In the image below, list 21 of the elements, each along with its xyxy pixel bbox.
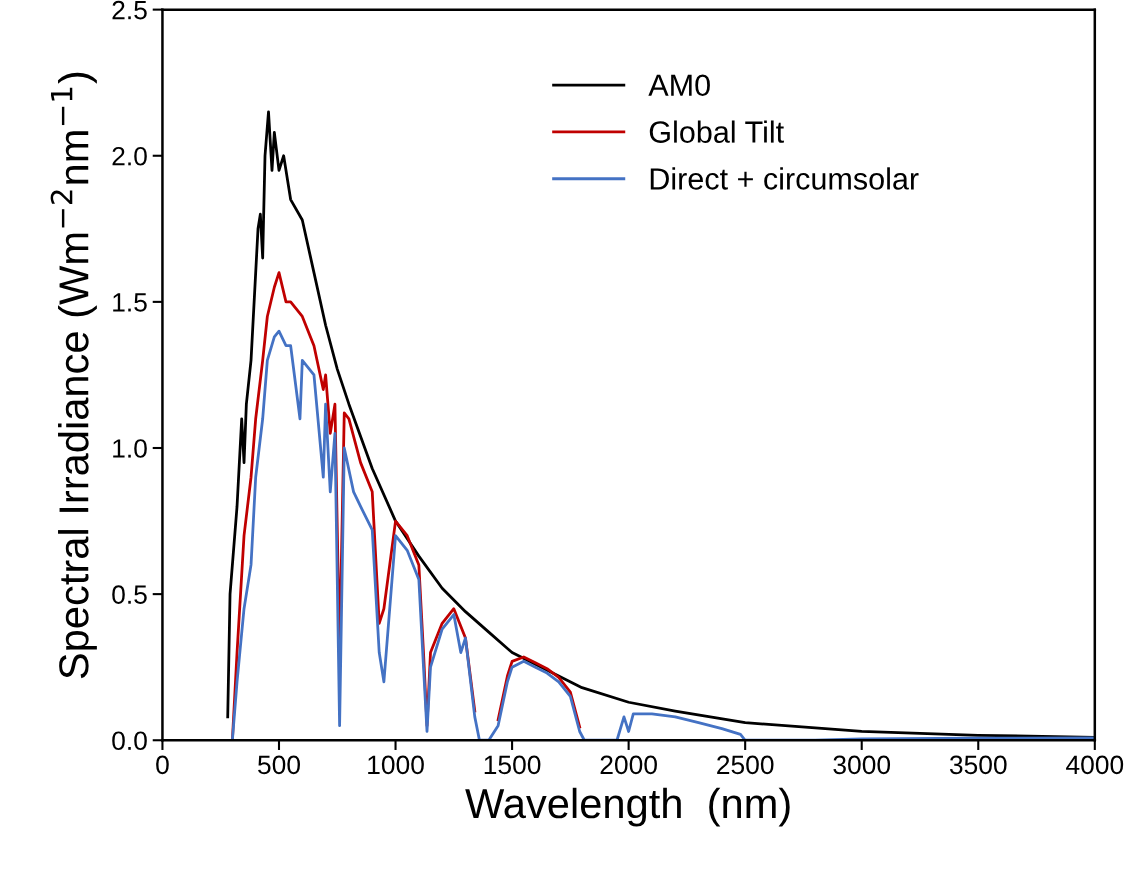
y-tick-label: 1.0 — [113, 439, 147, 458]
x-tick-label: 2000 — [600, 755, 657, 775]
line-series — [230, 329, 1095, 741]
x-tick-label: 0 — [156, 755, 169, 775]
legend-label: Direct + circumsolar — [650, 167, 919, 190]
x-tick-label: 1000 — [368, 755, 424, 775]
y-tick-label: 1.5 — [113, 293, 147, 312]
x-axis-title: Wavelength (nm) — [465, 787, 790, 827]
x-tick-label: 4000 — [1066, 755, 1124, 775]
legend-label: Global Tilt — [649, 120, 784, 143]
x-tick-label: 1500 — [484, 755, 541, 775]
y-axis-title: Spectral Irradiance (Wm$^{−2}$nm$^{−1}$) — [50, 72, 97, 679]
x-tick-label: 3500 — [949, 755, 1007, 775]
x-tick-label: 500 — [258, 755, 300, 775]
x-tick-label: 2500 — [717, 755, 774, 775]
y-tick-label: 2.0 — [112, 146, 147, 166]
y-tick-label: 0.0 — [112, 731, 147, 751]
x-tick-label: 3000 — [833, 755, 891, 775]
y-tick-label: 2.5 — [112, 0, 147, 20]
legend-label: AM0 — [648, 74, 710, 97]
y-tick-label: 0.5 — [112, 585, 147, 604]
